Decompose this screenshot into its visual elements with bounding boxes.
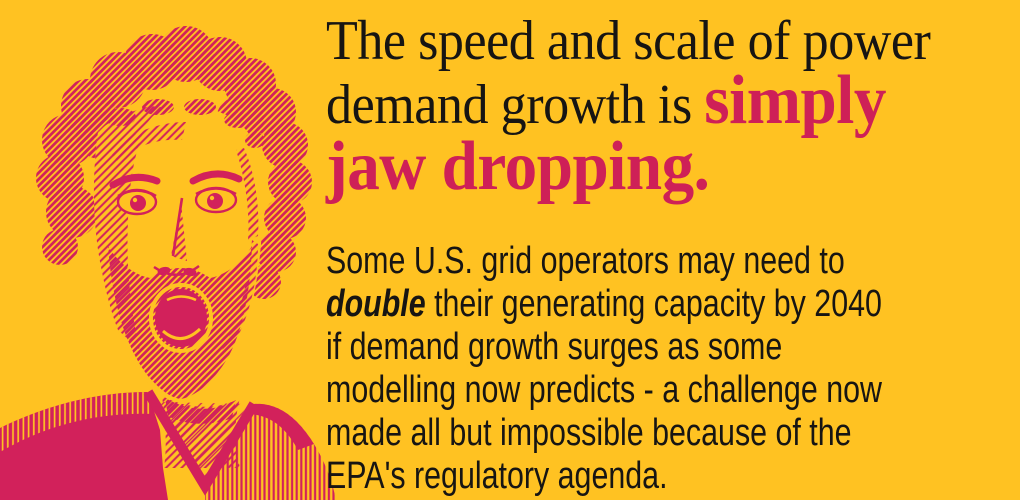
body-line: made all but impossible because of the <box>326 412 1014 455</box>
headline-accent-jaw-dropping: jaw dropping. <box>326 128 710 205</box>
body-copy: Some U.S. grid operators may need to dou… <box>326 240 1014 498</box>
text-column: The speed and scale of power demand grow… <box>326 12 1020 498</box>
curly-hair <box>36 26 312 299</box>
headline-line-1: The speed and scale of power <box>326 12 971 70</box>
right-jaw-shading <box>236 148 259 240</box>
body-text: EPA's regulatory agenda. <box>326 455 668 497</box>
raised-eyebrows <box>109 170 243 189</box>
body-line: modelling now predicts - a challenge now <box>326 369 1014 412</box>
headline-black-text: demand growth is <box>326 74 705 136</box>
body-bold-italic-double: double <box>326 283 426 325</box>
headline-line-2: demand growth is simply <box>326 66 971 136</box>
shocked-man-portrait-illustration <box>0 26 336 500</box>
body-line: Some U.S. grid operators may need to <box>326 240 1014 283</box>
body-text: if demand growth surges as some <box>326 326 783 368</box>
body-line: double their generating capacity by 2040 <box>326 283 1014 326</box>
forehead-shading <box>93 106 170 350</box>
chest <box>160 402 248 478</box>
brow-shading <box>110 122 186 162</box>
body-line: EPA's regulatory agenda. <box>326 455 1014 498</box>
body-text: their generating capacity by 2040 <box>425 283 882 325</box>
headline: The speed and scale of power demand grow… <box>326 12 971 204</box>
headline-black-text: The speed and scale of power <box>326 10 931 72</box>
body-text: made all but impossible because of the <box>326 412 852 454</box>
open-mouth <box>149 283 213 353</box>
v-neck-sweater <box>0 389 336 500</box>
headline-accent-simply: simply <box>704 62 887 139</box>
body-line: if demand growth surges as some <box>326 326 1014 369</box>
wide-eyes <box>116 186 238 216</box>
headline-line-3: jaw dropping. <box>326 130 971 204</box>
body-text: modelling now predicts - a challenge now <box>326 369 882 411</box>
body-text: Some U.S. grid operators may need to <box>326 240 845 282</box>
